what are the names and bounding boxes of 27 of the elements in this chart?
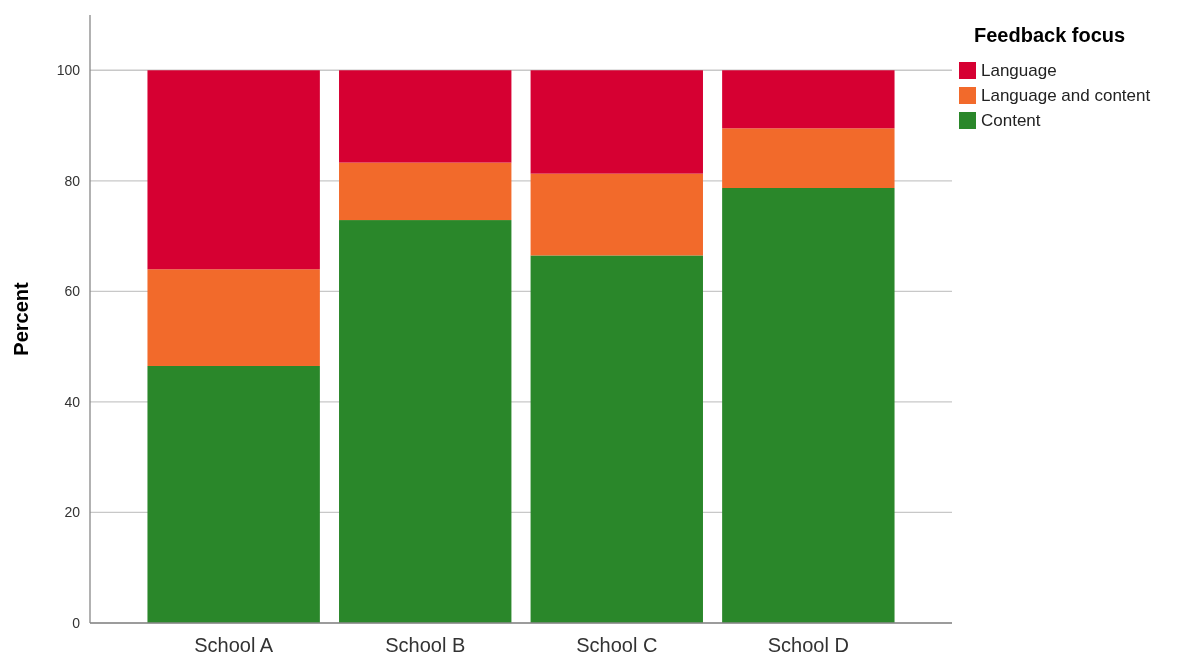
x-tick-label: School B: [385, 634, 466, 656]
x-tick-label: School A: [194, 634, 274, 656]
bar: [530, 255, 703, 623]
y-tick-label: 20: [64, 504, 81, 521]
legend-label: Language: [981, 61, 1057, 80]
y-axis-title: Percent: [10, 281, 32, 356]
bar: [147, 269, 320, 366]
legend-label: Content: [981, 111, 1041, 130]
bar: [722, 128, 895, 188]
x-tick-label: School D: [767, 634, 849, 656]
bar: [339, 70, 512, 163]
y-tick-label: 40: [64, 393, 81, 410]
legend-label: Language and content: [981, 86, 1151, 105]
bar: [147, 365, 320, 623]
bar: [147, 70, 320, 270]
bar: [530, 173, 703, 256]
y-tick-label: 80: [64, 172, 81, 189]
y-tick-label: 0: [72, 614, 81, 631]
y-tick-label: 60: [64, 283, 81, 300]
bar: [722, 188, 895, 623]
legend-title: Feedback focus: [974, 24, 1126, 46]
bar: [530, 70, 703, 174]
bar: [339, 162, 512, 221]
y-tick-label: 100: [56, 62, 81, 79]
bar: [339, 220, 512, 623]
bar: [722, 70, 895, 129]
x-tick-label: School C: [576, 634, 658, 656]
